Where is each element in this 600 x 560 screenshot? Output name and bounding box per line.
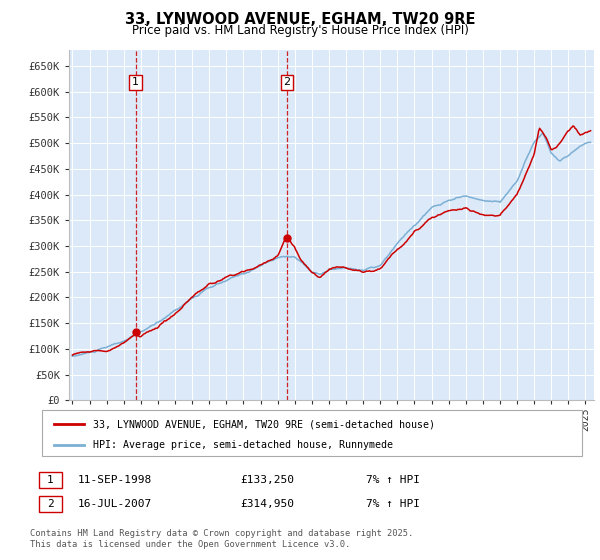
Text: 11-SEP-1998: 11-SEP-1998 (78, 475, 152, 485)
Text: 33, LYNWOOD AVENUE, EGHAM, TW20 9RE: 33, LYNWOOD AVENUE, EGHAM, TW20 9RE (125, 12, 475, 27)
Text: Contains HM Land Registry data © Crown copyright and database right 2025.
This d: Contains HM Land Registry data © Crown c… (30, 529, 413, 549)
Text: Price paid vs. HM Land Registry's House Price Index (HPI): Price paid vs. HM Land Registry's House … (131, 24, 469, 37)
Text: 7% ↑ HPI: 7% ↑ HPI (366, 499, 420, 509)
Text: £314,950: £314,950 (240, 499, 294, 509)
Text: 16-JUL-2007: 16-JUL-2007 (78, 499, 152, 509)
Text: 1: 1 (132, 77, 139, 87)
Text: HPI: Average price, semi-detached house, Runnymede: HPI: Average price, semi-detached house,… (93, 440, 393, 450)
Text: 33, LYNWOOD AVENUE, EGHAM, TW20 9RE (semi-detached house): 33, LYNWOOD AVENUE, EGHAM, TW20 9RE (sem… (93, 419, 435, 430)
Text: 7% ↑ HPI: 7% ↑ HPI (366, 475, 420, 485)
Text: 1: 1 (47, 475, 54, 485)
Text: 2: 2 (47, 499, 54, 509)
Text: 2: 2 (283, 77, 290, 87)
Text: £133,250: £133,250 (240, 475, 294, 485)
